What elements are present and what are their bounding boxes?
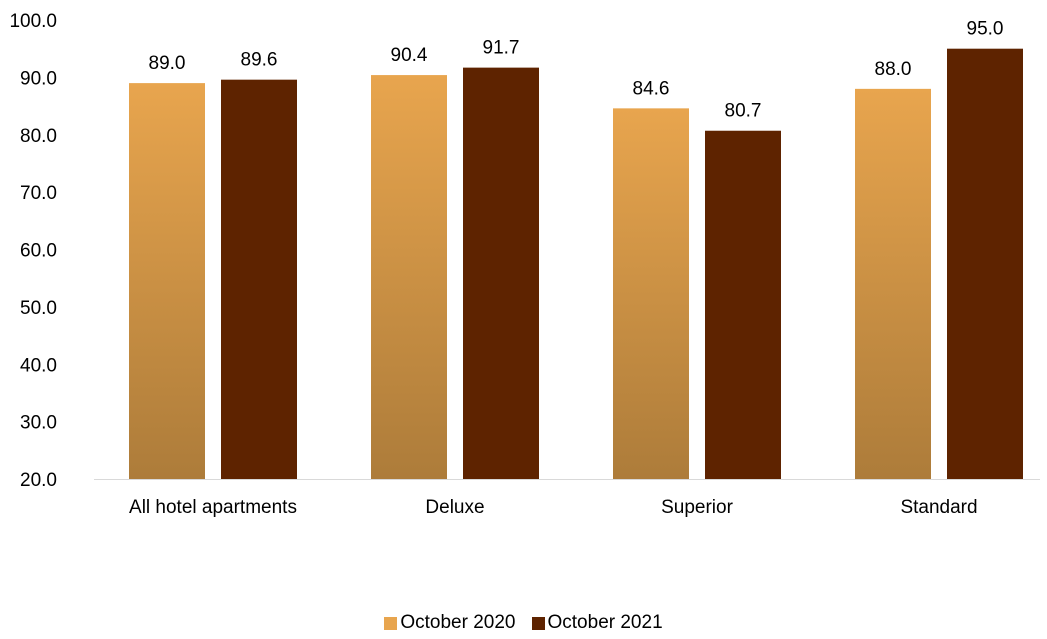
y-tick-label: 50.0	[20, 298, 57, 319]
y-tick-label: 40.0	[20, 355, 57, 376]
data-label: 95.0	[967, 19, 1004, 40]
bar-october-2020-all-hotel-apartments	[129, 83, 205, 480]
data-label: 89.6	[241, 50, 278, 71]
y-tick-label: 30.0	[20, 413, 57, 434]
bar-chart: 20.0 30.0 40.0 50.0 60.0 70.0 80.0 90.0 100.0 89…	[9, 11, 1040, 518]
data-label: 84.6	[633, 78, 670, 99]
legend-swatch-october-2020	[384, 616, 398, 630]
y-tick-label: 60.0	[20, 241, 57, 262]
bar-october-2020-standard	[855, 88, 931, 479]
data-label: 90.4	[391, 45, 428, 66]
x-category-label: Standard	[900, 497, 977, 518]
legend: October 2020 October 2021	[0, 612, 1047, 634]
y-tick-label: 70.0	[20, 183, 57, 204]
bar-october-2021-deluxe	[463, 67, 539, 479]
bars	[129, 48, 1023, 480]
data-label: 80.7	[725, 101, 762, 122]
bar-october-2021-superior	[705, 130, 781, 479]
data-label: 91.7	[483, 38, 520, 59]
x-category-label: Deluxe	[425, 497, 484, 518]
x-category-label: Superior	[661, 497, 733, 518]
y-tick-label: 80.0	[20, 126, 57, 147]
data-label: 88.0	[875, 59, 912, 80]
legend-label-october-2020: October 2020	[400, 612, 516, 633]
bar-october-2021-standard	[947, 48, 1023, 479]
data-labels: 89.0 89.6 90.4 91.7 84.6 80.7 88.0 95.0	[149, 19, 1004, 122]
y-tick-label: 90.0	[20, 68, 57, 89]
y-tick-label: 20.0	[20, 470, 57, 491]
x-category-label: All hotel apartments	[129, 497, 297, 518]
legend-label-october-2021: October 2021	[547, 612, 663, 633]
bar-october-2021-all-hotel-apartments	[221, 79, 297, 480]
legend-item-october-2021: October 2021	[531, 612, 663, 634]
bar-october-2020-deluxe	[371, 75, 447, 479]
bar-october-2020-superior	[613, 108, 689, 480]
legend-item-october-2020: October 2020	[384, 612, 516, 634]
data-label: 89.0	[149, 53, 186, 74]
y-tick-label: 100.0	[9, 11, 57, 32]
legend-swatch-october-2021	[531, 616, 545, 630]
x-axis-labels: All hotel apartments Deluxe Superior Standa…	[129, 497, 978, 518]
y-axis-ticks: 20.0 30.0 40.0 50.0 60.0 70.0 80.0 90.0 100.0	[9, 11, 57, 491]
